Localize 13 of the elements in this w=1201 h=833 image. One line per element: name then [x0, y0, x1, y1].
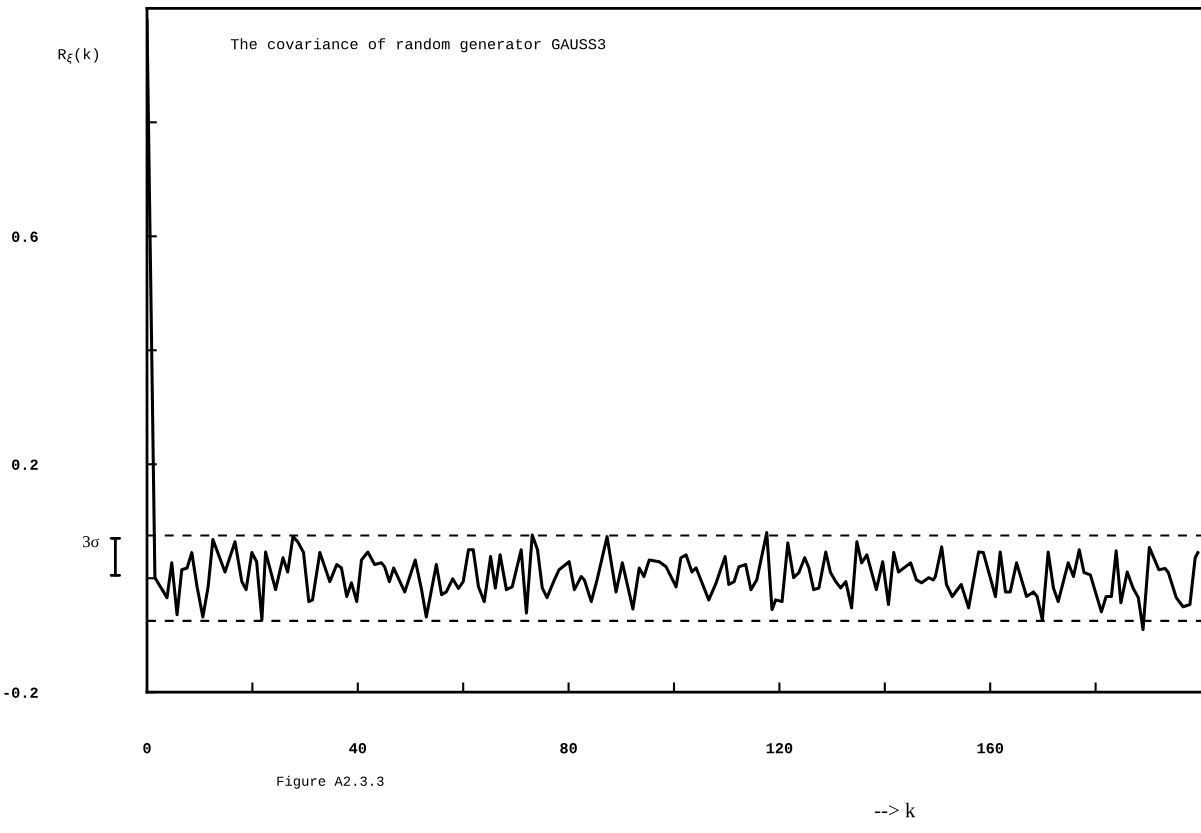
y-tick-label: 0.2: [12, 459, 38, 470]
x-tick-label: 120: [766, 743, 793, 754]
x-tick-label: 0: [143, 743, 151, 754]
x-tick-label: 40: [349, 743, 367, 754]
x-tick-label: 160: [977, 743, 1004, 754]
ref-line-label: 3σ: [83, 536, 100, 548]
text: The covariance of random generator GAUSS3: [230, 38, 606, 53]
x-axis-title: --> k: [874, 802, 916, 818]
x-tick-label: 80: [560, 743, 577, 754]
y-tick-label: -0.2: [4, 687, 38, 698]
y-axis-title: R$_{ξ}$(k): [58, 48, 99, 65]
caption: Figure A2.3.3: [277, 775, 384, 789]
y-tick-label: 0.6: [12, 231, 38, 242]
